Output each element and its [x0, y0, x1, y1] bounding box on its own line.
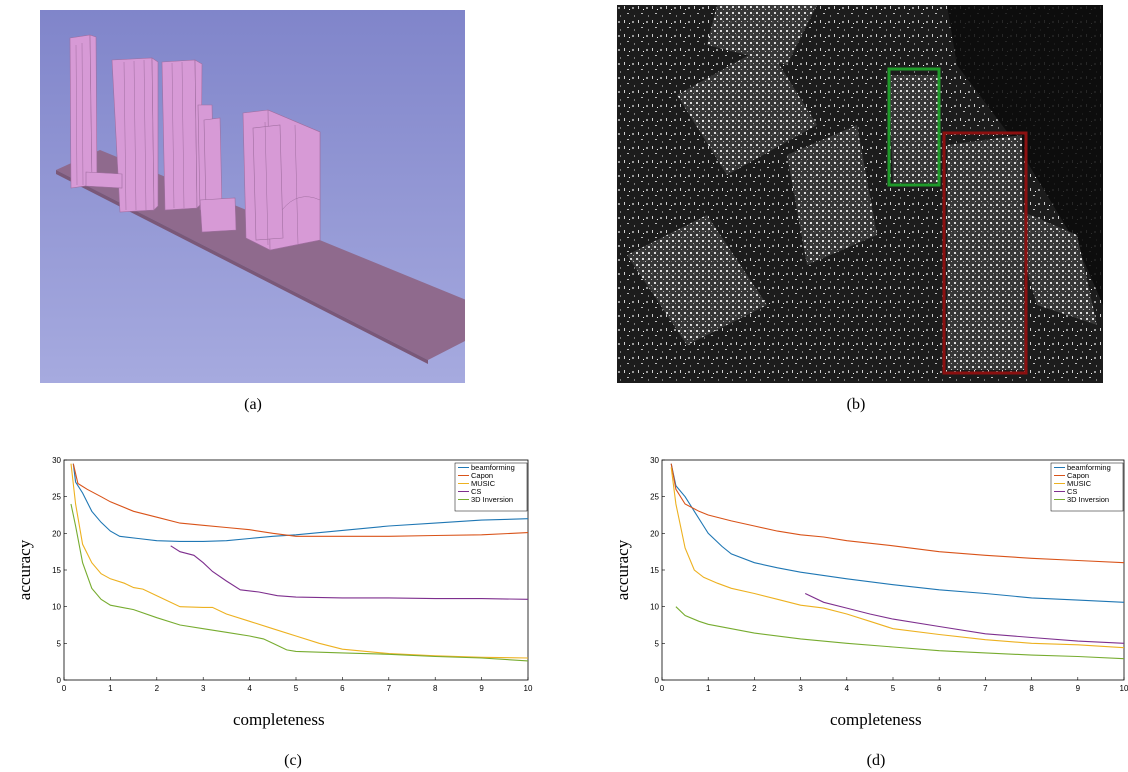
building-model-render	[40, 10, 510, 383]
y-tick-label: 5	[57, 639, 62, 648]
x-tick-label: 8	[1029, 684, 1034, 693]
series-line-capon	[72, 463, 529, 537]
x-tick-label: 4	[845, 684, 850, 693]
y-tick-label: 20	[650, 529, 659, 538]
y-tick-label: 30	[650, 456, 659, 465]
y-tick-label: 30	[52, 456, 61, 465]
buildings	[69, 34, 321, 251]
legend-label: beamforming	[1067, 463, 1111, 472]
panel-d-chart: 0 1 2 3 4 5 6 7 8 9 10 0 5 10 15 20 25 30 accuracy beamform…	[590, 448, 1128, 700]
y-tick-label: 0	[655, 676, 660, 685]
legend-label: CS	[471, 487, 481, 496]
y-axis-label: accuracy	[15, 539, 34, 600]
x-tick-label: 9	[1076, 684, 1081, 693]
series-line-cs	[170, 545, 529, 600]
panel-b-sar-image	[617, 5, 1103, 383]
x-tick-label: 3	[798, 684, 803, 693]
panel-a-3d-model	[40, 10, 510, 383]
x-tick-label: 6	[937, 684, 942, 693]
x-tick-label: 4	[247, 684, 252, 693]
y-axis-label: accuracy	[613, 539, 632, 600]
accuracy-completeness-chart-d: 0 1 2 3 4 5 6 7 8 9 10 0 5 10 15 20 25 30 accuracy beamform…	[613, 456, 1128, 693]
x-tick-label: 8	[433, 684, 438, 693]
x-tick-label: 9	[479, 684, 484, 693]
legend-label: Capon	[1067, 471, 1089, 480]
legend-label: 3D Inversion	[471, 495, 513, 504]
y-tick-label: 25	[52, 493, 61, 502]
xlabel-d: completeness	[830, 710, 922, 729]
y-tick-label: 0	[57, 676, 62, 685]
series-line-3d-inversion	[70, 503, 529, 662]
legend-box	[1050, 462, 1124, 512]
series-line-3d-inversion	[675, 606, 1125, 660]
x-tick-label: 5	[294, 684, 299, 693]
x-tick-label: 5	[891, 684, 896, 693]
x-tick-label: 6	[340, 684, 345, 693]
x-tick-label: 0	[62, 684, 67, 693]
y-tick-label: 25	[650, 493, 659, 502]
y-tick-label: 5	[655, 639, 660, 648]
series-line-music	[670, 467, 1125, 649]
legend-label: 3D Inversion	[1067, 495, 1109, 504]
sar-image	[617, 5, 1103, 383]
x-tick-label: 7	[387, 684, 392, 693]
series-line-music	[70, 463, 529, 659]
x-tick-label: 2	[752, 684, 757, 693]
legend-label: beamforming	[471, 463, 515, 472]
legend-label: CS	[1067, 487, 1077, 496]
green-bounding-box	[887, 67, 941, 187]
series-line-capon	[670, 463, 1125, 564]
x-tick-label: 3	[201, 684, 206, 693]
accuracy-completeness-chart-c: 0 1 2 3 4 5 6 7 8 9 10 0 5 10 15 20 25 30 accuracy beamform…	[15, 456, 533, 693]
y-tick-label: 15	[52, 566, 61, 575]
series-line-beamforming	[72, 463, 529, 542]
panel-c-chart: 0 1 2 3 4 5 6 7 8 9 10 0 5 10 15 20 25 30 accuracy beamform…	[0, 448, 560, 700]
y-tick-label: 20	[52, 529, 61, 538]
caption-c: (c)	[284, 752, 302, 769]
series-line-cs	[804, 593, 1125, 644]
x-tick-label: 10	[524, 684, 533, 693]
x-tick-label: 1	[706, 684, 711, 693]
caption-a: (a)	[244, 396, 262, 413]
legend-label: Capon	[471, 471, 493, 480]
caption-d: (d)	[866, 752, 886, 769]
y-tick-label: 10	[650, 603, 659, 612]
x-tick-label: 2	[155, 684, 160, 693]
x-tick-label: 10	[1120, 684, 1128, 693]
red-bounding-box	[942, 131, 1028, 375]
series-line-beamforming	[670, 463, 1125, 603]
x-tick-label: 1	[108, 684, 113, 693]
xlabel-c: completeness	[233, 710, 325, 729]
y-tick-label: 10	[52, 603, 61, 612]
x-tick-label: 0	[660, 684, 665, 693]
x-tick-label: 7	[983, 684, 988, 693]
y-tick-label: 15	[650, 566, 659, 575]
legend-label: MUSIC	[471, 479, 496, 488]
legend-label: MUSIC	[1067, 479, 1092, 488]
legend-box	[454, 462, 528, 512]
caption-b: (b)	[846, 396, 866, 413]
